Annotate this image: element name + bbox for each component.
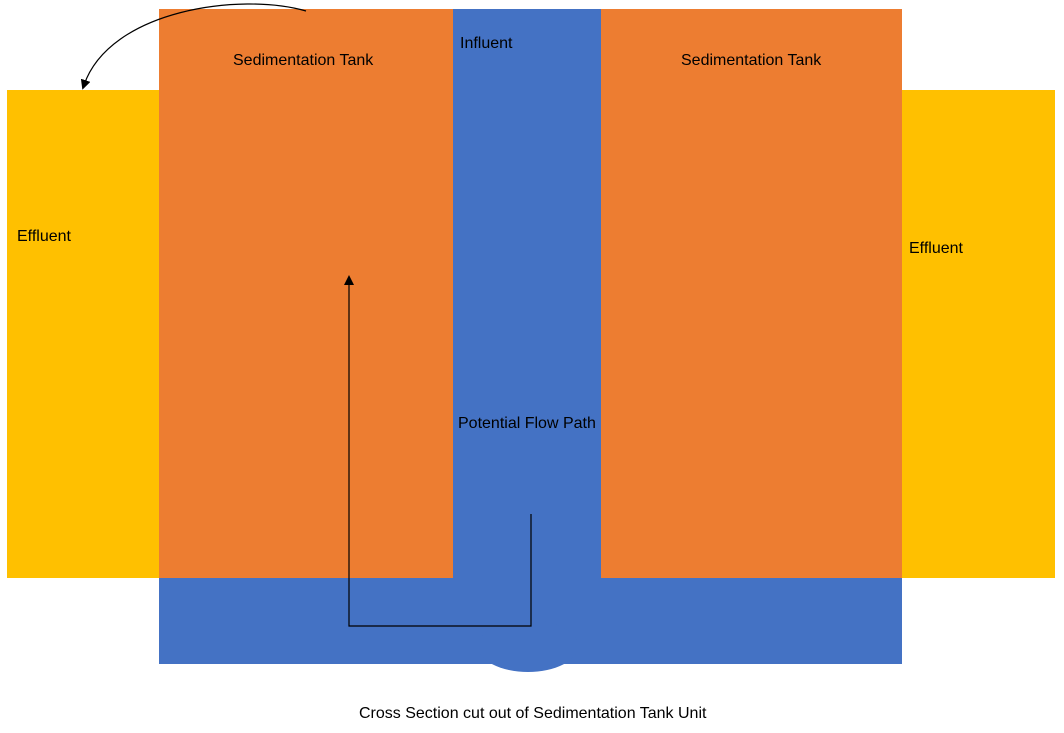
sedimentation-tank-left: [159, 9, 453, 578]
influent-channel: [453, 9, 601, 579]
overflow-arrow: [80, 3, 307, 90]
bottom-sump: [478, 620, 578, 672]
flow-path-arrow: [344, 275, 532, 627]
tank-left-label: Sedimentation Tank: [233, 52, 374, 69]
influent-label: Influent: [460, 35, 513, 52]
sedimentation-tank-right: [601, 9, 902, 578]
effluent-left-label: Effluent: [17, 228, 71, 245]
diagram-caption: Cross Section cut out of Sedimentation T…: [359, 705, 707, 722]
effluent-right-label: Effluent: [909, 240, 963, 257]
effluent-channel-left: [7, 90, 159, 578]
effluent-channel-right: [902, 90, 1055, 578]
tank-right-label: Sedimentation Tank: [681, 52, 822, 69]
flow-path-label: Potential Flow Path: [458, 415, 596, 432]
